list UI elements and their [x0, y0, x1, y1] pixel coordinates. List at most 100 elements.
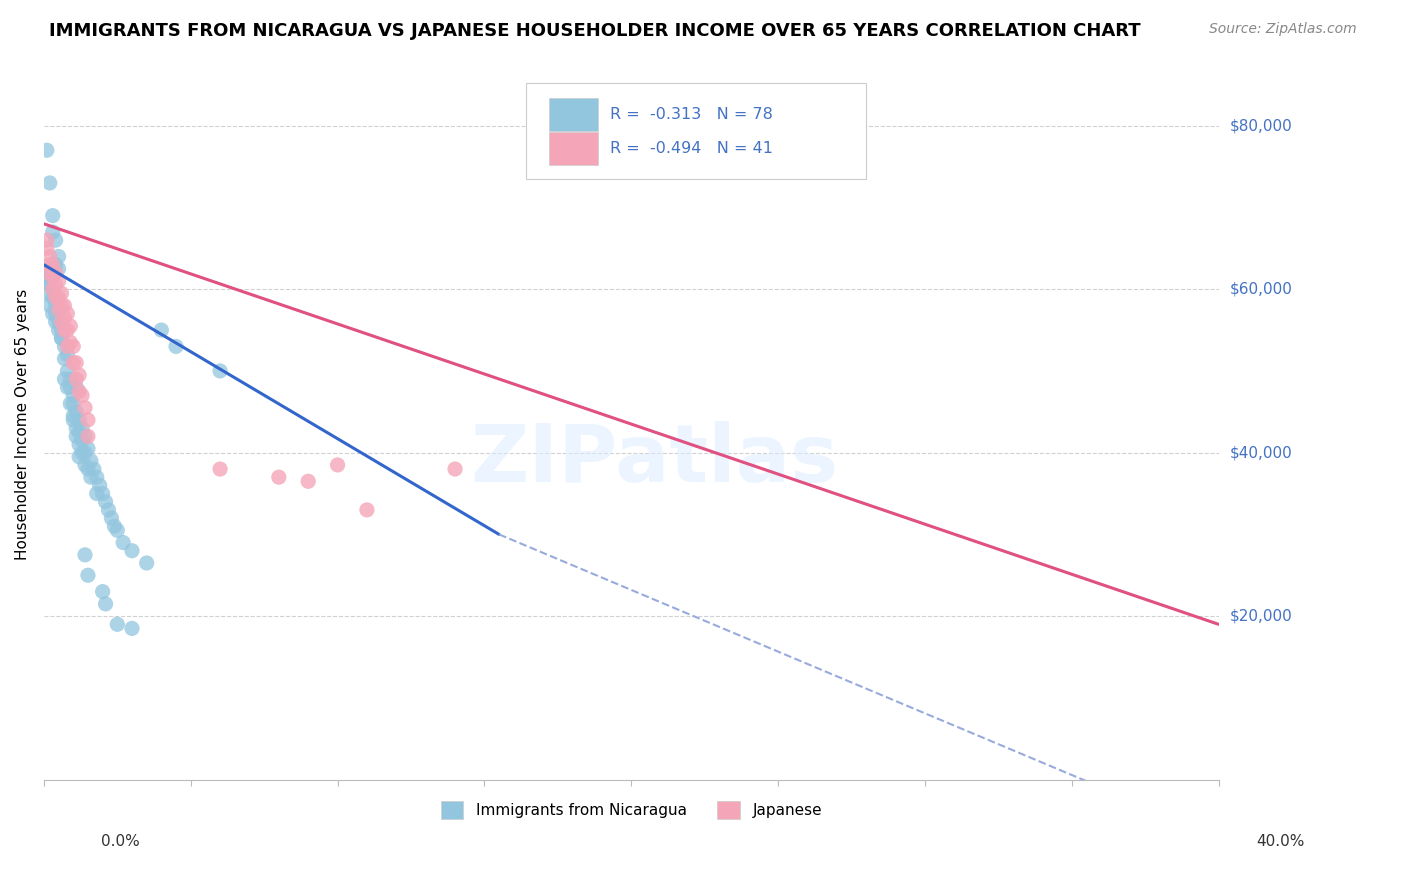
- Point: [45, 307, 67, 321]
- Point: [53, 299, 76, 313]
- Point: [70, 445, 93, 459]
- Point: [121, 543, 143, 558]
- Point: [67, 425, 90, 440]
- Point: [67, 437, 90, 451]
- Point: [35, 143, 58, 157]
- Point: [53, 372, 76, 386]
- Point: [51, 331, 73, 345]
- Text: R =  -0.313   N = 78: R = -0.313 N = 78: [610, 107, 773, 122]
- Point: [94, 494, 117, 508]
- Text: $20,000: $20,000: [1230, 608, 1292, 624]
- Point: [65, 421, 87, 435]
- Point: [77, 429, 100, 443]
- Point: [62, 356, 84, 370]
- Point: [73, 429, 96, 443]
- FancyBboxPatch shape: [548, 98, 599, 131]
- Point: [45, 278, 67, 293]
- Point: [62, 413, 84, 427]
- Point: [35, 286, 58, 301]
- Point: [41, 225, 63, 239]
- Point: [67, 368, 90, 382]
- Point: [89, 478, 111, 492]
- Point: [112, 535, 135, 549]
- Point: [94, 597, 117, 611]
- Text: 0.0%: 0.0%: [101, 834, 141, 849]
- Point: [38, 269, 60, 284]
- Point: [77, 413, 100, 427]
- Point: [62, 339, 84, 353]
- Point: [70, 388, 93, 402]
- Text: 40.0%: 40.0%: [1257, 834, 1305, 849]
- Point: [48, 315, 70, 329]
- Point: [51, 323, 73, 337]
- Point: [65, 372, 87, 386]
- Point: [48, 302, 70, 317]
- Point: [35, 274, 58, 288]
- Text: $40,000: $40,000: [1230, 445, 1292, 460]
- Point: [53, 323, 76, 337]
- Point: [59, 335, 82, 350]
- Point: [91, 486, 114, 500]
- Text: Source: ZipAtlas.com: Source: ZipAtlas.com: [1209, 22, 1357, 37]
- Point: [73, 548, 96, 562]
- Point: [38, 258, 60, 272]
- Point: [297, 475, 319, 489]
- Point: [41, 258, 63, 272]
- Point: [56, 380, 79, 394]
- Text: R =  -0.494   N = 41: R = -0.494 N = 41: [610, 141, 773, 156]
- Point: [35, 266, 58, 280]
- Point: [209, 364, 232, 378]
- Point: [65, 429, 87, 443]
- Point: [67, 413, 90, 427]
- Point: [41, 269, 63, 284]
- Point: [53, 351, 76, 366]
- Point: [444, 462, 467, 476]
- Point: [209, 462, 232, 476]
- Point: [56, 348, 79, 362]
- Point: [51, 286, 73, 301]
- Point: [35, 241, 58, 255]
- Point: [41, 282, 63, 296]
- Point: [100, 511, 122, 525]
- Point: [326, 458, 349, 472]
- Point: [103, 519, 125, 533]
- Point: [70, 434, 93, 448]
- Point: [65, 356, 87, 370]
- Point: [73, 445, 96, 459]
- Point: [38, 176, 60, 190]
- Point: [53, 339, 76, 353]
- Point: [51, 315, 73, 329]
- Point: [38, 266, 60, 280]
- Point: [59, 380, 82, 394]
- Legend: Immigrants from Nicaragua, Japanese: Immigrants from Nicaragua, Japanese: [434, 795, 828, 825]
- Point: [165, 339, 187, 353]
- Point: [77, 462, 100, 476]
- Point: [97, 503, 120, 517]
- Point: [48, 302, 70, 317]
- Point: [77, 568, 100, 582]
- Point: [67, 384, 90, 399]
- Point: [51, 299, 73, 313]
- Point: [86, 470, 108, 484]
- Point: [65, 405, 87, 419]
- Point: [48, 250, 70, 264]
- Point: [51, 331, 73, 345]
- Point: [59, 318, 82, 333]
- Point: [56, 323, 79, 337]
- Point: [41, 209, 63, 223]
- Point: [41, 282, 63, 296]
- Point: [356, 503, 378, 517]
- Point: [45, 266, 67, 280]
- Point: [62, 388, 84, 402]
- FancyBboxPatch shape: [526, 83, 866, 178]
- Text: $80,000: $80,000: [1230, 119, 1292, 133]
- Point: [45, 290, 67, 304]
- Point: [80, 454, 103, 468]
- Point: [73, 401, 96, 415]
- Point: [53, 310, 76, 325]
- Point: [62, 396, 84, 410]
- Point: [45, 233, 67, 247]
- Point: [59, 396, 82, 410]
- Point: [65, 380, 87, 394]
- Point: [48, 261, 70, 276]
